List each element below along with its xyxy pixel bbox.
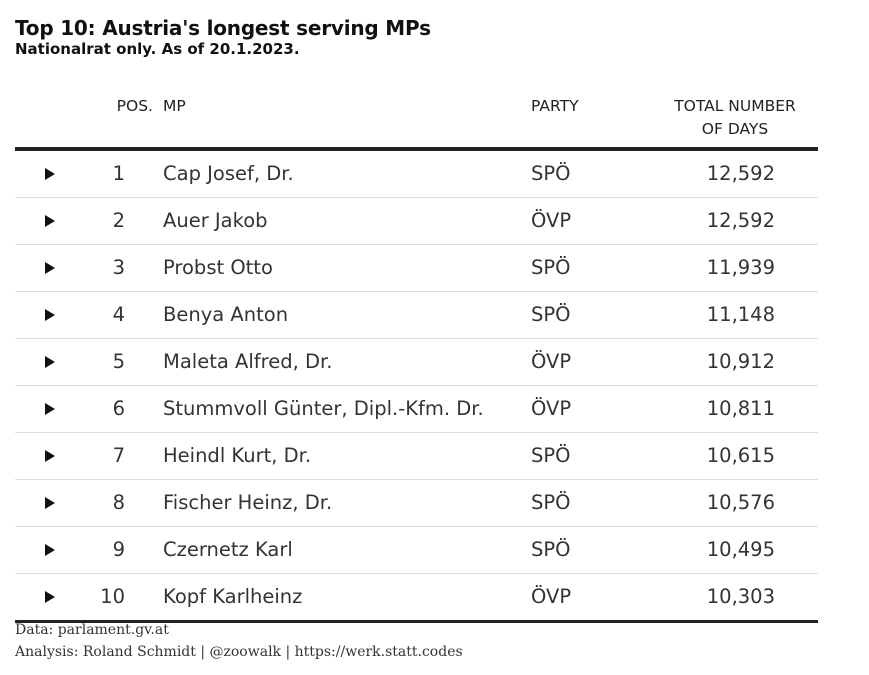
chart-title: Top 10: Austria's longest serving MPs: [15, 16, 431, 40]
analysis-credit: Analysis: Roland Schmidt | @zoowalk | ht…: [15, 644, 463, 660]
row-expand-button[interactable]: [40, 245, 60, 291]
table-row: 3 Probst Otto SPÖ 11,939: [15, 245, 818, 292]
mp-name-cell: Fischer Heinz, Dr.: [163, 491, 333, 514]
pos-cell: 3: [112, 256, 125, 279]
pos-cell: 10: [100, 585, 125, 608]
days-cell: 12,592: [706, 162, 775, 185]
row-expand-button[interactable]: [40, 433, 60, 479]
party-cell: SPÖ: [531, 256, 571, 279]
days-cell: 10,615: [706, 444, 775, 467]
triangle-right-icon: [45, 262, 55, 274]
days-cell: 10,495: [706, 538, 775, 561]
triangle-right-icon: [45, 591, 55, 603]
table-row: 10 Kopf Karlheinz ÖVP 10,303: [15, 574, 818, 623]
row-expand-button[interactable]: [40, 198, 60, 244]
pos-cell: 5: [112, 350, 125, 373]
party-cell: SPÖ: [531, 303, 571, 326]
table-row: 8 Fischer Heinz, Dr. SPÖ 10,576: [15, 480, 818, 527]
party-cell: ÖVP: [531, 585, 572, 608]
table-header: POS. MP PARTY TOTAL NUMBER OF DAYS: [15, 92, 818, 151]
column-header-party[interactable]: PARTY: [531, 97, 579, 115]
days-cell: 10,576: [706, 491, 775, 514]
table-row: 5 Maleta Alfred, Dr. ÖVP 10,912: [15, 339, 818, 386]
table-row: 6 Stummvoll Günter, Dipl.-Kfm. Dr. ÖVP 10,8…: [15, 386, 818, 433]
triangle-right-icon: [45, 544, 55, 556]
column-header-days-line1: TOTAL NUMBER: [674, 97, 796, 115]
pos-cell: 7: [112, 444, 125, 467]
party-cell: ÖVP: [531, 397, 572, 420]
column-header-mp[interactable]: MP: [163, 97, 186, 115]
triangle-right-icon: [45, 309, 55, 321]
row-expand-button[interactable]: [40, 386, 60, 432]
row-expand-button[interactable]: [40, 292, 60, 338]
row-expand-button[interactable]: [40, 151, 60, 197]
mp-name-cell: Kopf Karlheinz: [163, 585, 303, 608]
pos-cell: 2: [112, 209, 125, 232]
days-cell: 10,811: [706, 397, 775, 420]
table-row: 9 Czernetz Karl SPÖ 10,495: [15, 527, 818, 574]
days-cell: 11,939: [706, 256, 775, 279]
triangle-right-icon: [45, 215, 55, 227]
column-header-days[interactable]: TOTAL NUMBER OF DAYS: [655, 95, 815, 141]
triangle-right-icon: [45, 450, 55, 462]
party-cell: ÖVP: [531, 209, 572, 232]
row-expand-button[interactable]: [40, 339, 60, 385]
mp-name-cell: Probst Otto: [163, 256, 273, 279]
days-cell: 11,148: [706, 303, 775, 326]
mp-name-cell: Cap Josef, Dr.: [163, 162, 294, 185]
party-cell: SPÖ: [531, 491, 571, 514]
mp-name-cell: Auer Jakob: [163, 209, 268, 232]
pos-cell: 4: [112, 303, 125, 326]
column-header-pos[interactable]: POS.: [116, 97, 153, 115]
days-cell: 12,592: [706, 209, 775, 232]
party-cell: SPÖ: [531, 162, 571, 185]
row-expand-button[interactable]: [40, 480, 60, 526]
pos-cell: 8: [112, 491, 125, 514]
table-row: 4 Benya Anton SPÖ 11,148: [15, 292, 818, 339]
mp-name-cell: Maleta Alfred, Dr.: [163, 350, 333, 373]
triangle-right-icon: [45, 403, 55, 415]
days-cell: 10,303: [706, 585, 775, 608]
table-row: 2 Auer Jakob ÖVP 12,592: [15, 198, 818, 245]
mp-name-cell: Heindl Kurt, Dr.: [163, 444, 312, 467]
pos-cell: 1: [112, 162, 125, 185]
table-body: 1 Cap Josef, Dr. SPÖ 12,592 2 Auer Jakob ÖVP 12…: [15, 151, 818, 623]
row-expand-button[interactable]: [40, 527, 60, 573]
pos-cell: 9: [112, 538, 125, 561]
party-cell: ÖVP: [531, 350, 572, 373]
table-row: 1 Cap Josef, Dr. SPÖ 12,592: [15, 151, 818, 198]
row-expand-button[interactable]: [40, 574, 60, 620]
table-row: 7 Heindl Kurt, Dr. SPÖ 10,615: [15, 433, 818, 480]
days-cell: 10,912: [706, 350, 775, 373]
party-cell: SPÖ: [531, 444, 571, 467]
triangle-right-icon: [45, 497, 55, 509]
party-cell: SPÖ: [531, 538, 571, 561]
mp-name-cell: Benya Anton: [163, 303, 289, 326]
triangle-right-icon: [45, 356, 55, 368]
column-header-days-line2: OF DAYS: [701, 120, 769, 138]
mp-table: POS. MP PARTY TOTAL NUMBER OF DAYS 1 Cap …: [15, 92, 818, 623]
mp-name-cell: Czernetz Karl: [163, 538, 293, 561]
triangle-right-icon: [45, 168, 55, 180]
pos-cell: 6: [112, 397, 125, 420]
chart-subtitle: Nationalrat only. As of 20.1.2023.: [15, 40, 300, 58]
mp-name-cell: Stummvoll Günter, Dipl.-Kfm. Dr.: [163, 397, 484, 420]
data-source-note: Data: parlament.gv.at: [15, 622, 169, 638]
